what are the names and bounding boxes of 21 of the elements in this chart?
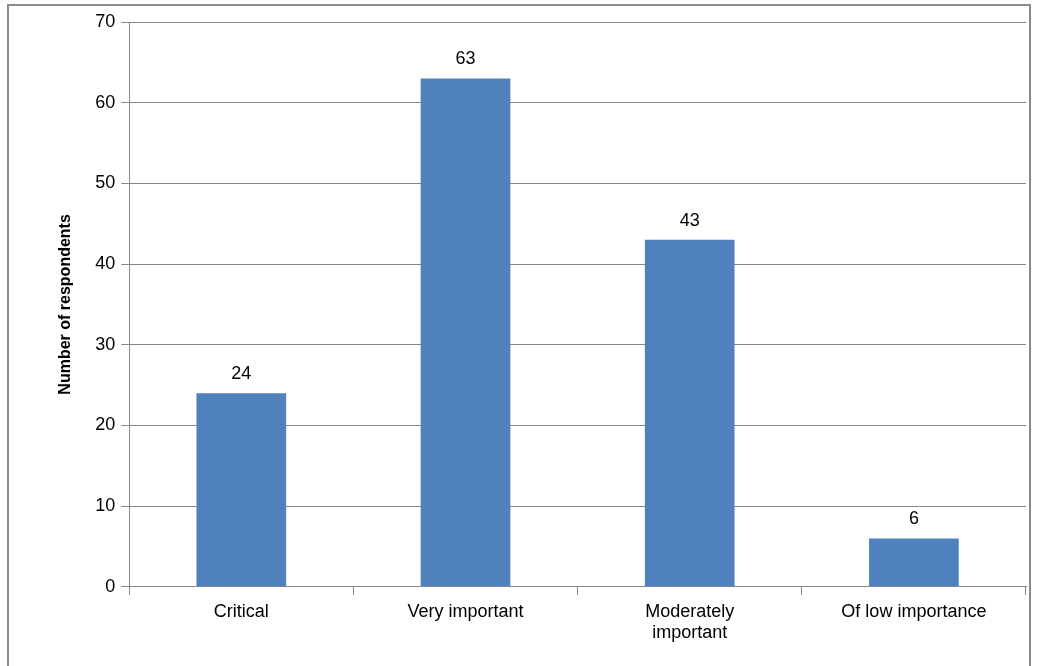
y-tick-label: 20: [95, 414, 116, 435]
bar: [869, 538, 959, 587]
data-label: 63: [455, 48, 476, 69]
data-label: 24: [231, 363, 252, 384]
y-tick-label: 10: [95, 495, 116, 516]
y-tick-label: 30: [95, 333, 116, 354]
bar: [644, 239, 735, 587]
y-tick-label: 40: [95, 253, 116, 274]
y-tick-label: 70: [95, 10, 116, 31]
data-label: 6: [908, 508, 919, 529]
x-tick-label: Very important: [407, 600, 524, 621]
y-axis-title: Number of respondents: [56, 214, 74, 395]
y-tick-label: 60: [95, 91, 116, 112]
bar: [420, 78, 511, 587]
y-tick-label: 50: [95, 172, 116, 193]
y-tick-label: 0: [105, 575, 116, 596]
x-tick-label: Of low importance: [841, 600, 987, 621]
bar: [196, 393, 287, 587]
x-tick-label: Moderately important: [645, 600, 735, 643]
x-tick-label: Critical: [213, 600, 269, 621]
data-label: 43: [679, 209, 700, 230]
